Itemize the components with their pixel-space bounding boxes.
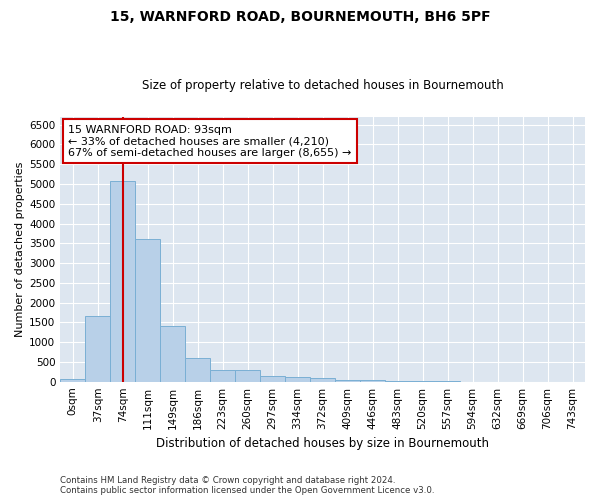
Bar (335, 380, 360, 382)
Bar (110, 181, 135, 382)
Bar (360, 380, 385, 382)
Text: 15, WARNFORD ROAD, BOURNEMOUTH, BH6 5PF: 15, WARNFORD ROAD, BOURNEMOUTH, BH6 5PF (110, 10, 490, 24)
Bar (85, 316, 110, 382)
Text: Contains HM Land Registry data © Crown copyright and database right 2024.
Contai: Contains HM Land Registry data © Crown c… (60, 476, 434, 495)
Bar (60, 378, 85, 382)
Bar (185, 358, 210, 382)
Bar (285, 377, 310, 382)
X-axis label: Distribution of detached houses by size in Bournemouth: Distribution of detached houses by size … (156, 437, 489, 450)
Title: Size of property relative to detached houses in Bournemouth: Size of property relative to detached ho… (142, 79, 503, 92)
Bar (160, 326, 185, 382)
Bar (310, 378, 335, 382)
Bar (210, 370, 235, 382)
Text: 15 WARNFORD ROAD: 93sqm
← 33% of detached houses are smaller (4,210)
67% of semi: 15 WARNFORD ROAD: 93sqm ← 33% of detache… (68, 124, 352, 158)
Bar (135, 240, 160, 382)
Bar (260, 376, 285, 382)
Bar (235, 370, 260, 382)
Y-axis label: Number of detached properties: Number of detached properties (15, 162, 25, 337)
